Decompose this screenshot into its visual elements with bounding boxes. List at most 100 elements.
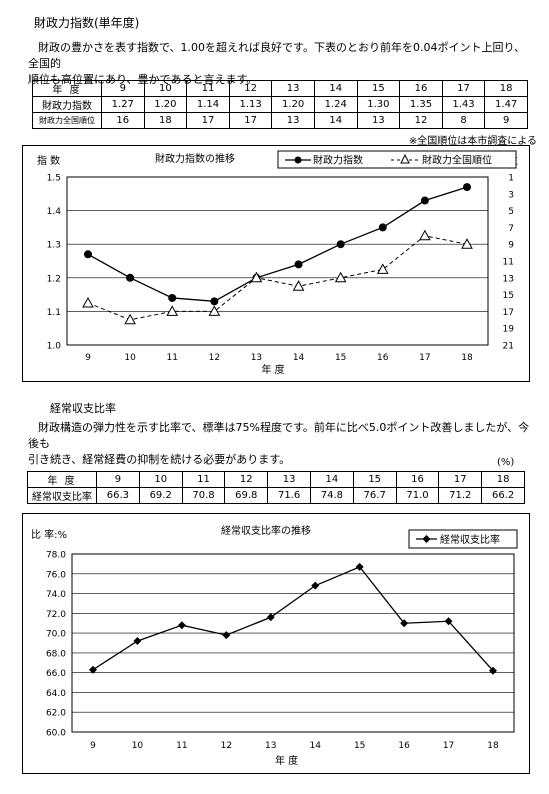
data-point-national-rank	[334, 271, 347, 283]
index-cell: 1.14	[186, 96, 230, 113]
x-tick-label: 14	[309, 741, 321, 751]
rank-cell: 9	[484, 112, 528, 129]
x-tick-label: 16	[377, 353, 389, 363]
y-tick-label: 1.5	[47, 174, 61, 184]
data-point-current-balance-ratio	[400, 619, 409, 628]
data-point-financial-index	[420, 196, 429, 205]
data-point-national-rank	[292, 280, 305, 291]
row-label-index: 財政力指数	[32, 96, 102, 113]
data-point-financial-index	[378, 223, 387, 232]
ratio-cell: 71.6	[267, 487, 311, 504]
ratio-cell: 66.3	[96, 487, 140, 504]
year-cell: 11	[181, 471, 226, 488]
legend-marker-financial-index	[294, 156, 302, 164]
x-tick-label: 13	[265, 741, 276, 751]
row-label-year: 年 度	[32, 80, 102, 97]
current-balance-ratio-chart: 比 率:% 経常収支比率の推移 78.0 76.0 74.0 72.0 70.0 68.0 66…	[22, 513, 530, 774]
legend-marker	[422, 535, 431, 543]
rank-cell: 18	[143, 112, 188, 129]
y2-tick-label: 11	[503, 258, 514, 268]
year-cell: 16	[395, 471, 440, 488]
y-tick-label: 78.0	[46, 551, 66, 561]
row-label-year: 年 度	[27, 471, 97, 488]
x-axis-label: 年 度	[275, 754, 298, 767]
index-cell: 1.20	[143, 96, 188, 113]
financial-index-table: 年 度 9 10 11 12 13 14 15 16 17 18 財政力指数 1…	[32, 80, 528, 129]
index-cell: 1.47	[484, 96, 528, 113]
financial-index-chart: 指 数財政力指数の推移順位1.51.41.31.21.11.0135791113…	[22, 145, 530, 382]
x-axis-label: 年 度	[262, 363, 285, 376]
ratio-cell: 76.7	[352, 487, 397, 504]
y2-tick-label: 15	[503, 291, 514, 301]
ratio-cell: 74.8	[309, 487, 354, 504]
section2-heading: 経常収支比率	[50, 402, 116, 415]
series-line-current-balance-ratio	[92, 566, 494, 672]
y-tick-label: 72.0	[46, 610, 66, 620]
year-cell: 12	[228, 80, 273, 97]
section2-desc-line1: 財政構造の弾力性を示す比率で、標準は75%程度です。前年に比べ5.0ポイント改善…	[28, 421, 530, 450]
year-cell: 10	[138, 471, 183, 488]
x-tick-label: 18	[487, 741, 499, 751]
year-cell: 14	[313, 80, 358, 97]
year-cell: 9	[96, 471, 140, 488]
index-cell: 1.27	[101, 96, 145, 113]
data-point-financial-index	[126, 273, 135, 282]
index-cell: 1.13	[228, 96, 273, 113]
section1-heading: 財政力指数(単年度)	[34, 16, 140, 30]
data-point-financial-index	[84, 250, 92, 259]
rank-cell: 16	[101, 112, 145, 129]
year-cell: 17	[438, 471, 483, 488]
y2-tick-label: 9	[508, 241, 514, 251]
y-tick-label: 1.4	[47, 207, 62, 217]
data-point-current-balance-ratio	[266, 613, 275, 622]
chart-title: 経常収支比率の推移	[221, 524, 311, 537]
x-tick-label: 10	[124, 353, 136, 363]
data-point-current-balance-ratio	[311, 581, 320, 590]
series-line-financial-index	[87, 186, 468, 302]
y2-tick-label: 17	[503, 308, 514, 318]
legend-label: 経常収支比率	[440, 533, 500, 546]
rank-cell: 17	[228, 112, 273, 129]
data-point-national-rank	[250, 271, 263, 283]
data-point-current-balance-ratio	[133, 637, 142, 646]
table-row-ratio: 経常収支比率 66.3 69.2 70.8 69.8 71.6 74.8 76.…	[27, 487, 525, 504]
row-label-ratio: 経常収支比率	[27, 487, 97, 504]
section1-desc-line1: 財政の豊かさを表す指数で、1.00を超えれば良好です。下表のとおり前年を0.04…	[28, 41, 526, 70]
unit-label: (%)	[497, 457, 515, 468]
y2-tick-label: 5	[508, 207, 514, 217]
y2-tick-label: 7	[508, 224, 514, 234]
year-cell: 15	[352, 471, 397, 488]
ratio-cell: 71.0	[395, 487, 440, 504]
index-cell: 1.20	[271, 96, 315, 113]
data-point-financial-index	[463, 183, 471, 192]
x-tick-label: 11	[166, 353, 177, 363]
ratio-cell: 71.2	[438, 487, 483, 504]
ratio-cell: 69.2	[138, 487, 183, 504]
current-balance-ratio-chart-svg: 比 率:% 経常収支比率の推移 78.0 76.0 74.0 72.0 70.0 68.0 66…	[31, 524, 518, 767]
data-point-financial-index	[336, 240, 345, 249]
y-tick-label: 1.0	[47, 342, 62, 352]
x-tick-label: 12	[209, 353, 220, 363]
y-axis-label: 指 数	[37, 154, 60, 167]
rank-cell: 14	[313, 112, 358, 129]
y2-tick-label: 3	[508, 190, 514, 200]
y-axis-label: 比 率:%	[31, 528, 67, 541]
y-tick-label: 60.0	[46, 729, 66, 739]
data-point-current-balance-ratio	[355, 562, 364, 571]
data-point-national-rank	[208, 305, 221, 316]
data-point-current-balance-ratio	[89, 665, 97, 674]
financial-index-chart-svg: 指 数財政力指数の推移順位1.51.41.31.21.11.0135791113…	[37, 150, 518, 376]
table-row-rank: 財政力全国順位 16 18 17 17 13 14 13 12 8 9	[32, 112, 528, 129]
year-cell: 10	[143, 80, 188, 97]
x-tick-label: 9	[90, 741, 96, 751]
section2-desc-line2: 引き続き、経常経費の抑制を続ける必要があります。	[28, 453, 291, 466]
ratio-cell: 70.8	[181, 487, 226, 504]
data-point-current-balance-ratio	[444, 617, 453, 626]
year-cell: 15	[356, 80, 401, 97]
data-point-national-rank	[419, 229, 431, 241]
year-cell: 18	[481, 471, 525, 488]
ratio-cell: 66.2	[481, 487, 525, 504]
ratio-cell: 69.8	[224, 487, 269, 504]
year-cell: 18	[484, 80, 528, 97]
section2-description: 財政構造の弾力性を示す比率で、標準は75%程度です。前年に比べ5.0ポイント改善…	[28, 420, 538, 468]
